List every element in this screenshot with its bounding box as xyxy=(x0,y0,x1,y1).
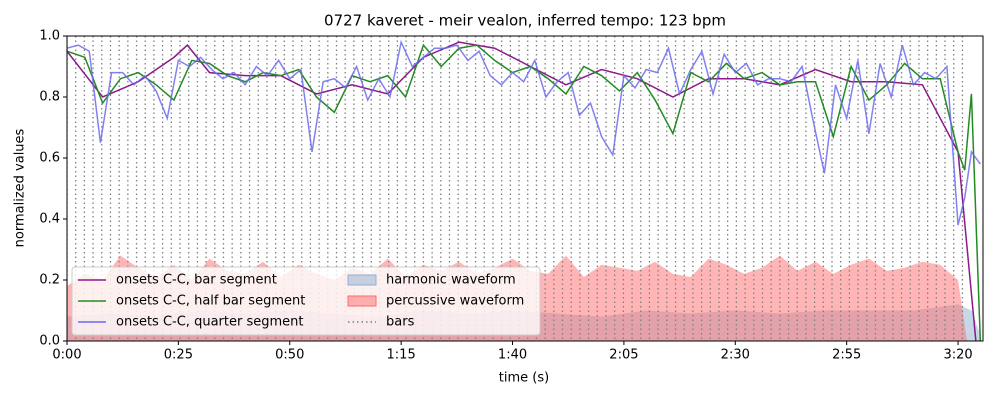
x-tick-label: 1:15 xyxy=(387,348,416,363)
y-tick-label: 0.4 xyxy=(39,212,60,227)
legend-label: percussive waveform xyxy=(386,294,524,309)
legend-label: bars xyxy=(386,315,415,330)
x-tick-label: 2:30 xyxy=(721,348,750,363)
legend-handle xyxy=(347,274,377,286)
legend-label: onsets C-C, half bar segment xyxy=(116,294,305,309)
x-axis-label: time (s) xyxy=(499,371,549,386)
series-line xyxy=(67,39,981,226)
y-tick-label: 1.0 xyxy=(39,29,60,44)
x-tick-label: 0:00 xyxy=(52,348,81,363)
legend-label: onsets C-C, quarter segment xyxy=(116,315,303,330)
plot-area: 0:00 0:25 0:50 1:15 1:40 2:05 2:30 2:55 3:20 0.0 0… xyxy=(39,29,984,363)
legend-label: onsets C-C, bar segment xyxy=(116,273,277,288)
x-tick-label: 0:25 xyxy=(164,348,193,363)
legend-box xyxy=(71,266,541,336)
x-tick-label: 0:50 xyxy=(275,348,304,363)
legend-label: harmonic waveform xyxy=(386,273,516,288)
y-tick-label: 0.0 xyxy=(39,334,60,349)
y-axis-label: normalized values xyxy=(13,128,28,247)
chart-title: 0727 kaveret - meir vealon, inferred tem… xyxy=(324,12,726,30)
legend: onsets C-C, bar segment onsets C-C, half … xyxy=(71,266,541,336)
x-tick-label: 3:20 xyxy=(943,348,972,363)
y-tick-label: 0.8 xyxy=(39,90,60,105)
x-tick-label: 1:40 xyxy=(498,348,527,363)
axes-frame xyxy=(66,35,984,342)
y-tick-label: 0.2 xyxy=(39,273,60,288)
y-tick-label: 0.6 xyxy=(39,151,60,166)
legend-handle xyxy=(347,295,377,307)
x-tick-label: 2:05 xyxy=(609,348,638,363)
x-tick-label: 2:55 xyxy=(832,348,861,363)
